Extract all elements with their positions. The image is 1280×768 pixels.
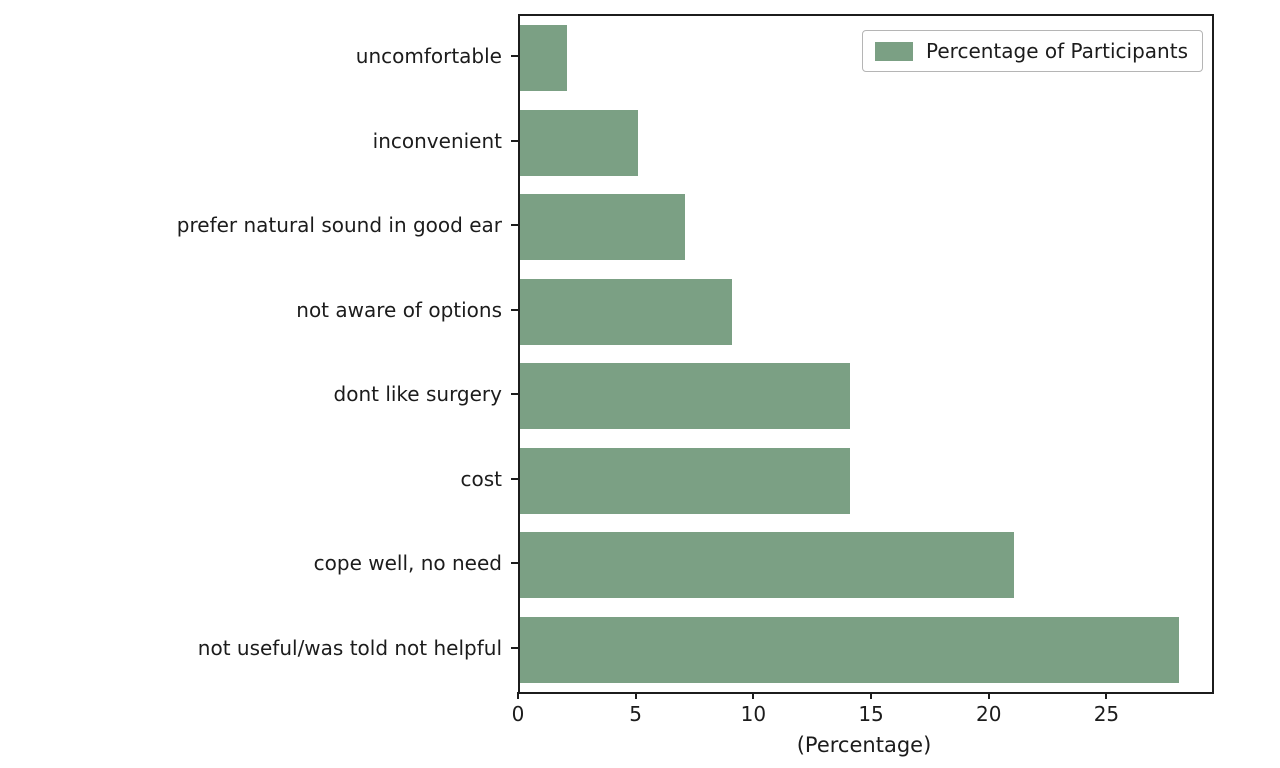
y-tick-mark: [511, 393, 518, 396]
legend: Percentage of Participants: [862, 30, 1203, 72]
bar-7: [520, 616, 1180, 683]
x-tick-mark: [634, 692, 637, 699]
y-tick-mark: [511, 562, 518, 565]
x-tick-label: 5: [629, 702, 643, 726]
legend-label: Percentage of Participants: [926, 39, 1188, 63]
x-tick-label: 10: [740, 702, 767, 726]
x-axis-label: (Percentage): [796, 733, 932, 757]
x-tick-mark: [1105, 692, 1108, 699]
x-tick-label: 25: [1093, 702, 1120, 726]
y-tick-mark: [511, 139, 518, 142]
bar-4: [520, 363, 850, 430]
y-tick-label: inconvenient: [372, 128, 502, 153]
bar-5: [520, 447, 850, 514]
bar-3: [520, 278, 732, 345]
bar-1: [520, 109, 638, 176]
bar-2: [520, 194, 685, 261]
y-tick-mark: [511, 224, 518, 227]
x-tick-mark: [870, 692, 873, 699]
y-tick-label: prefer natural sound in good ear: [176, 213, 502, 238]
y-tick-label: not aware of options: [296, 297, 502, 322]
x-tick-label: 0: [511, 702, 525, 726]
y-tick-mark: [511, 308, 518, 311]
x-tick-label: 15: [858, 702, 884, 726]
legend-swatch: [875, 41, 914, 61]
y-tick-label: dont like surgery: [333, 382, 502, 407]
y-tick-label: cope well, no need: [313, 551, 502, 576]
y-tick-label: cost: [460, 466, 503, 491]
y-tick-label: uncomfortable: [355, 44, 502, 69]
bar-0: [520, 25, 568, 92]
y-tick-mark: [511, 646, 518, 649]
x-tick-mark: [987, 692, 990, 699]
x-tick-mark: [752, 692, 755, 699]
bar-6: [520, 532, 1015, 599]
y-tick-mark: [511, 477, 518, 480]
y-tick-label: not useful/was told not helpful: [197, 635, 502, 660]
x-tick-mark: [517, 692, 519, 699]
plot-area: Percentage of Participants: [518, 14, 1214, 694]
x-tick-label: 20: [976, 702, 1002, 726]
y-tick-mark: [511, 55, 518, 58]
